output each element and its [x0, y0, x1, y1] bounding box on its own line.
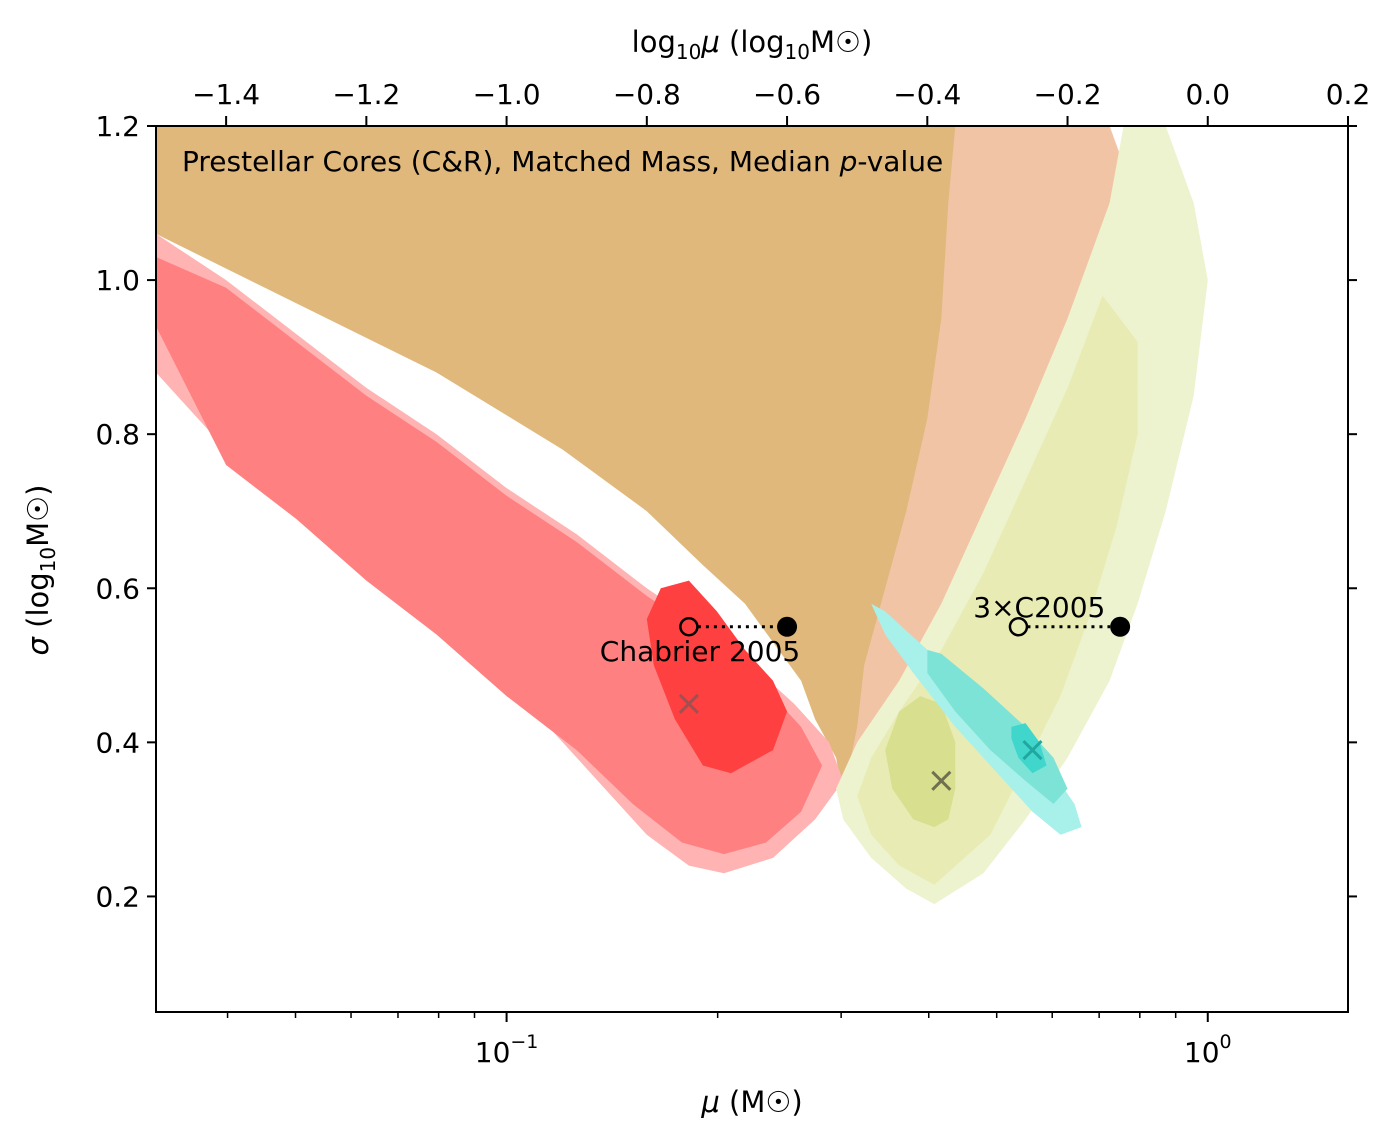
cyan-best-fit-stroke-b: [1022, 739, 1043, 761]
y-tick-label: 0.4: [95, 726, 140, 759]
top-tick-label: −1.0: [473, 78, 541, 111]
x-major-tick-label: 100: [1184, 1031, 1232, 1069]
x-major-tick-label: 10−1: [475, 1031, 539, 1069]
chabrier-2005-open-point: [679, 617, 699, 637]
cyan-best-fit-marker: [1022, 739, 1043, 761]
top-tick-label: −0.8: [613, 78, 681, 111]
3x-c2005-open-point: [1008, 617, 1029, 637]
top-axis-title: log10μ (log10M☉): [632, 25, 873, 64]
3x-c2005-label: 3×C2005: [973, 591, 1105, 624]
red-contour-level-2: [156, 257, 823, 855]
x-tick-exponent: 0: [1220, 1031, 1232, 1053]
red-best-fit-stroke-b: [678, 693, 699, 714]
yellow-best-fit-stroke-b: [931, 770, 952, 791]
top-tick-label: 0.0: [1185, 78, 1230, 111]
top-tick-label: −1.4: [192, 78, 260, 111]
y-tick-label: 0.8: [95, 418, 140, 451]
ticks-layer: 0.20.40.60.81.01.210−1 100−1.4 −1.2 −1.0 −0.…: [95, 78, 1370, 1069]
yellow-contour-level-3: [885, 696, 956, 828]
y-axis-title: σ (log10M☉): [21, 485, 60, 656]
contour-layer: [156, 126, 1208, 905]
y-tick-label: 1.2: [95, 110, 140, 143]
orange-contour-level-2: [156, 126, 956, 797]
plot-frame: [155, 125, 1349, 1013]
y-tick-label: 0.2: [95, 880, 140, 913]
chabrier-2005-filled-point: [777, 616, 798, 637]
y-tick-label: 0.6: [95, 572, 140, 605]
x-axis-title: μ (M☉): [700, 1085, 802, 1119]
top-tick-label: −0.4: [893, 78, 961, 111]
red-best-fit-marker: [678, 693, 699, 714]
3x-c2005-filled-point: [1110, 616, 1131, 637]
x-tick-base: 10: [475, 1036, 511, 1069]
x-tick-base: 10: [1184, 1036, 1220, 1069]
y-tick-label: 1.0: [95, 264, 140, 297]
x-tick-exponent: −1: [510, 1031, 538, 1053]
top-tick-label: −0.6: [753, 78, 821, 111]
top-tick-label: 0.2: [1326, 78, 1371, 111]
top-tick-label: −1.2: [332, 78, 400, 111]
chart-title: Prestellar Cores (C&R), Matched Mass, Me…: [182, 145, 943, 178]
yellow-best-fit-marker: [931, 770, 952, 791]
overlay-layer: [678, 616, 1131, 791]
top-tick-label: −0.2: [1034, 78, 1102, 111]
chabrier-2005-label: Chabrier 2005: [600, 635, 800, 668]
